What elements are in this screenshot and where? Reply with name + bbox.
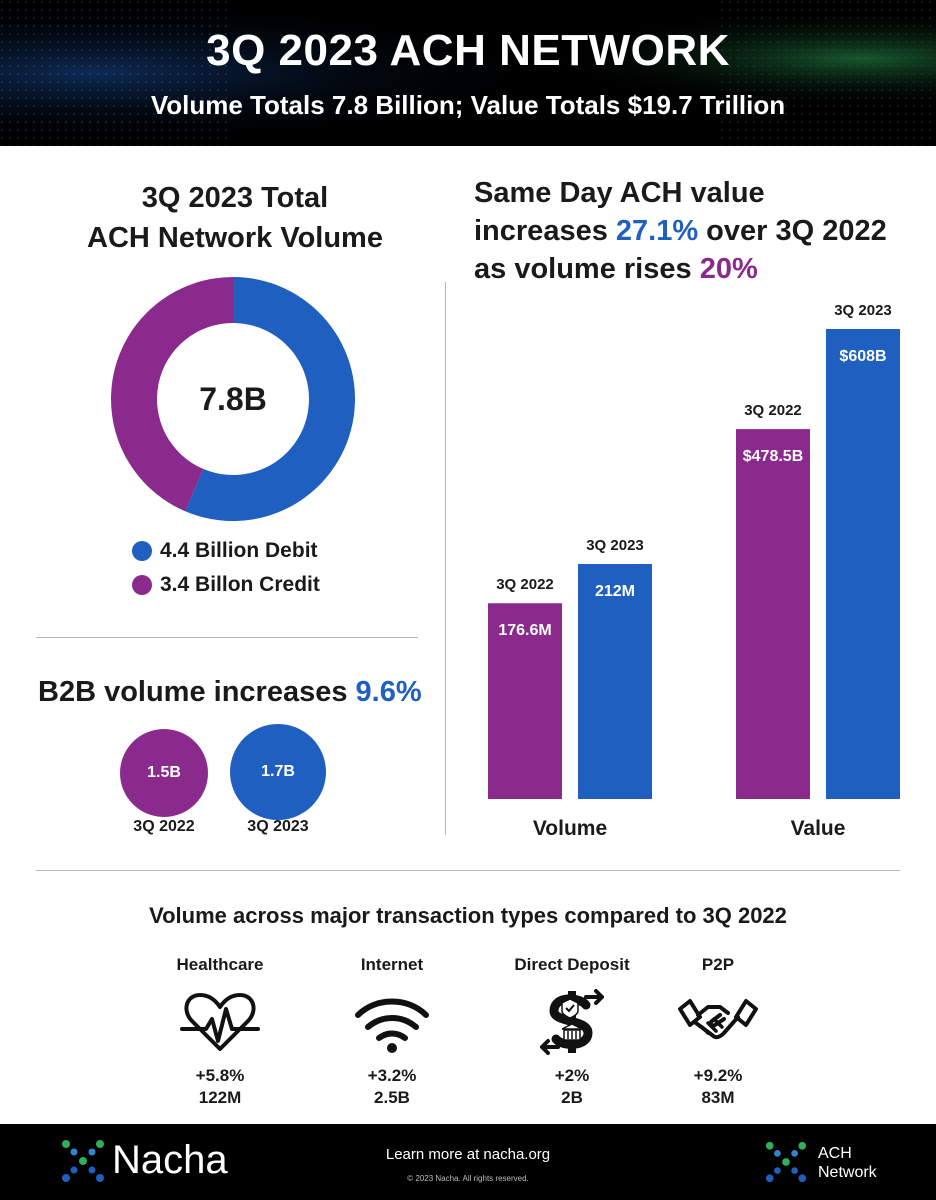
heart-pulse-icon	[180, 993, 260, 1051]
nacha-logo-icon	[62, 1140, 104, 1182]
left-divider	[36, 637, 418, 638]
tx-direct-deposit: Direct Deposit +2% 2B	[482, 955, 662, 1109]
donut-slice-credit	[111, 277, 233, 512]
tx-direct-deposit-name: Direct Deposit	[514, 955, 630, 974]
b2b-value-2022: 1.5B	[147, 764, 181, 781]
learn-more-link[interactable]: Learn more at nacha.org	[385, 1146, 551, 1163]
total-volume-title: 3Q 2023 Total ACH Network Volume	[40, 178, 430, 258]
b2b-circle-2022: 1.5B	[120, 729, 208, 817]
tx-internet-pct: +3.2%	[367, 1066, 417, 1085]
tx-healthcare-volume: 122M	[198, 1088, 242, 1107]
b2b-period-2023: 3Q 2023	[247, 818, 309, 835]
legend-credit-label: 3.4 Billon Credit	[160, 573, 320, 596]
legend-credit-swatch	[132, 575, 152, 595]
ach-network-logo-icon	[765, 1141, 807, 1183]
donut-center-label: 7.8B	[199, 381, 267, 417]
tx-p2p: P2P +9.2% 83M	[628, 955, 808, 1109]
total-volume-donut-chart: 7.8B	[111, 277, 356, 521]
b2b-period-2022: 3Q 2022	[133, 818, 195, 835]
wifi-icon	[355, 998, 429, 1053]
bar-volume-3q-2022	[488, 603, 562, 799]
b2b-value-2023: 1.7B	[261, 763, 295, 780]
same-day-title-line2: increases 27.1% over 3Q 2022	[474, 212, 924, 250]
tx-p2p-volume: 83M	[701, 1088, 735, 1107]
legend-debit-label: 4.4 Billion Debit	[160, 539, 318, 562]
total-volume-title-line1: 3Q 2023 Total	[141, 182, 329, 214]
bar-volume-3q-2023	[578, 564, 652, 799]
same-day-title: Same Day ACH value increases 27.1% over …	[474, 174, 924, 288]
b2b-circle-2023: 1.7B	[230, 724, 326, 820]
bar-value-3q-2022	[736, 429, 810, 799]
bar-value-3q-2023	[826, 329, 900, 799]
donut-slice-debit	[185, 277, 356, 521]
b2b-title-text: B2B volume increases	[38, 676, 356, 708]
tx-healthcare: Healthcare +5.8% 122M	[130, 955, 310, 1109]
same-day-volume-highlight: 20%	[699, 253, 758, 285]
tx-internet: Internet +3.2% 2.5B	[302, 955, 482, 1109]
transaction-types-title: Volume across major transaction types co…	[149, 903, 787, 928]
header-banner: 3Q 2023 ACH NETWORK Volume Totals 7.8 Bi…	[0, 0, 936, 146]
copyright: © 2023 Nacha. All rights reserved.	[407, 1174, 529, 1183]
tx-direct-deposit-volume: 2B	[561, 1088, 583, 1107]
bar-value-label-value-3q-2022: $478.5B	[743, 448, 804, 465]
bar-value-label-value-3q-2023: $608B	[839, 348, 886, 365]
legend-debit-swatch	[132, 541, 152, 561]
nacha-brand: Nacha	[112, 1138, 228, 1182]
bottom-divider	[36, 870, 900, 871]
ach-network-line2: Network	[818, 1164, 877, 1181]
b2b-title-highlight: 9.6%	[355, 676, 422, 708]
same-day-line2-prefix: increases	[474, 215, 616, 247]
bar-value-label-volume-3q-2023: 212M	[595, 583, 635, 600]
same-day-title-line3: as volume rises 20%	[474, 250, 924, 288]
bar-period-label-volume-3q-2022: 3Q 2022	[496, 576, 554, 593]
tx-p2p-pct: +9.2%	[693, 1066, 743, 1085]
tx-internet-volume: 2.5B	[374, 1088, 410, 1107]
same-day-line3-prefix: as volume rises	[474, 253, 700, 285]
bar-group-label-volume: Volume	[533, 817, 607, 840]
bar-period-label-volume-3q-2023: 3Q 2023	[586, 537, 644, 554]
tx-healthcare-name: Healthcare	[176, 955, 264, 974]
ach-network-brand: ACH Network	[818, 1144, 877, 1182]
bar-value-label-volume-3q-2022: 176.6M	[498, 622, 551, 639]
tx-healthcare-pct: +5.8%	[195, 1066, 245, 1085]
bar-period-label-value-3q-2023: 3Q 2023	[834, 302, 892, 319]
footer: Nacha Learn more at nacha.org © 2023 Nac…	[0, 1124, 936, 1200]
tx-internet-name: Internet	[360, 955, 424, 974]
bar-group-label-value: Value	[791, 817, 846, 840]
handshake-icon	[678, 999, 758, 1040]
same-day-line2-suffix: over 3Q 2022	[698, 215, 887, 247]
tx-p2p-name: P2P	[701, 955, 735, 974]
b2b-title: B2B volume increases 9.6%	[38, 676, 422, 709]
header-dot-pattern	[0, 0, 936, 146]
bar-period-label-value-3q-2022: 3Q 2022	[744, 402, 802, 419]
dollar-bank-icon	[540, 989, 604, 1055]
page-subtitle: Volume Totals 7.8 Billion; Value Totals …	[150, 90, 786, 120]
total-volume-title-line2: ACH Network Volume	[87, 222, 383, 254]
tx-direct-deposit-pct: +2%	[554, 1066, 590, 1085]
legend-credit: 3.4 Billon Credit	[132, 573, 320, 597]
legend-debit: 4.4 Billion Debit	[132, 539, 318, 563]
same-day-value-highlight: 27.1%	[615, 215, 699, 247]
same-day-title-line1: Same Day ACH value	[474, 177, 765, 209]
ach-network-line1: ACH	[818, 1145, 852, 1162]
same-day-bar-chart: 176.6M 3Q 2022 212M 3Q 2023 Volume $478.5B 3Q …	[488, 302, 900, 840]
center-divider	[445, 282, 446, 835]
page-title: 3Q 2023 ACH NETWORK	[206, 26, 730, 75]
